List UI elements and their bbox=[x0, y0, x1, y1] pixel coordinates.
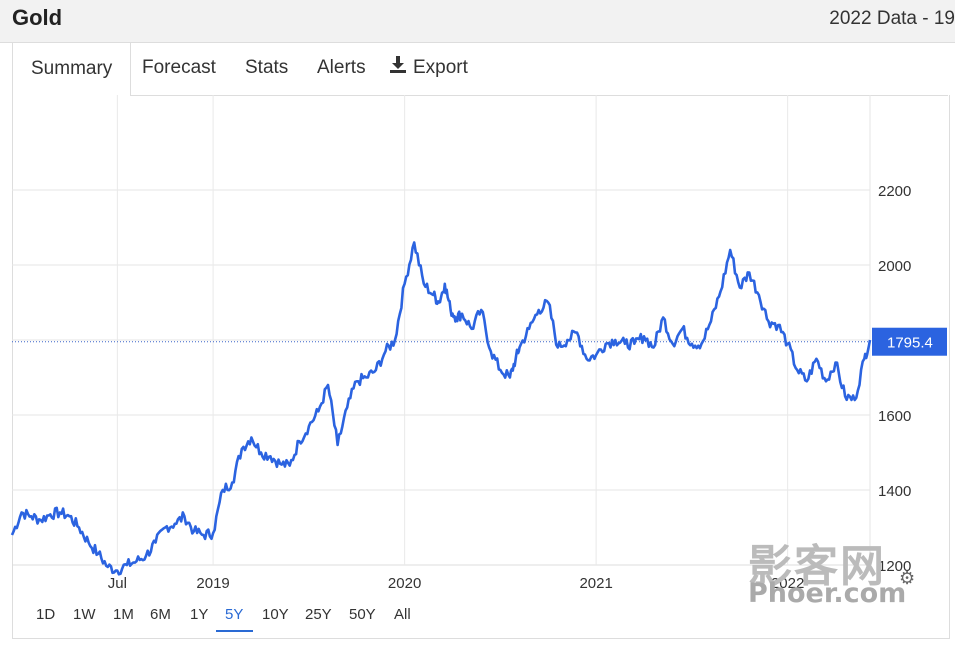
y-tick-label: 2200 bbox=[878, 183, 911, 200]
y-tick-label: 1400 bbox=[878, 483, 911, 500]
x-axis: Jul 2019 2020 2021 2022 bbox=[108, 575, 805, 592]
watermark-url: Phoer.com bbox=[748, 578, 907, 609]
range-5y[interactable]: 5Y bbox=[216, 606, 254, 632]
x-tick-label: 2021 bbox=[579, 575, 612, 592]
tab-stats[interactable]: Stats bbox=[245, 57, 289, 78]
range-1m[interactable]: 1M bbox=[113, 606, 134, 623]
page-subtitle: 2022 Data - 19 bbox=[829, 8, 955, 29]
price-chart[interactable]: 120014001600180020002200 Jul201920202021… bbox=[0, 0, 955, 600]
top-bar: Gold 2022 Data - 19 bbox=[0, 0, 955, 43]
y-tick-label: 1600 bbox=[878, 408, 911, 425]
download-icon bbox=[389, 42, 407, 94]
current-value-label: 1795.4 bbox=[887, 335, 933, 352]
tab-summary[interactable]: Summary bbox=[12, 42, 132, 96]
tab-export-label: Export bbox=[413, 57, 468, 79]
current-value-badge bbox=[872, 327, 947, 356]
range-25y[interactable]: 25Y bbox=[305, 606, 332, 623]
y-tick-label: 2000 bbox=[878, 258, 911, 275]
grid bbox=[12, 95, 871, 566]
range-50y[interactable]: 50Y bbox=[349, 606, 376, 623]
range-6m[interactable]: 6M bbox=[150, 606, 171, 623]
range-1w[interactable]: 1W bbox=[73, 606, 96, 623]
x-tick-label: 2020 bbox=[388, 575, 421, 592]
tab-forecast[interactable]: Forecast bbox=[142, 57, 216, 78]
tab-bar: Summary Forecast Stats Alerts Export bbox=[12, 42, 948, 96]
page-title: Gold bbox=[12, 5, 63, 30]
y-tick-label: 1200 bbox=[878, 558, 911, 575]
chart-panel bbox=[12, 95, 950, 639]
range-10y[interactable]: 10Y bbox=[262, 606, 289, 623]
tab-alerts[interactable]: Alerts bbox=[317, 57, 366, 78]
x-tick-label: 2022 bbox=[771, 575, 804, 592]
range-1d[interactable]: 1D bbox=[36, 606, 56, 623]
range-all[interactable]: All bbox=[394, 606, 411, 623]
range-1y[interactable]: 1Y bbox=[190, 606, 209, 623]
watermark-logo: 影客网 bbox=[748, 541, 886, 592]
series-line bbox=[10, 241, 872, 576]
x-tick-label: 2019 bbox=[196, 575, 229, 592]
gear-icon[interactable]: ⚙ bbox=[899, 568, 916, 588]
tab-export[interactable]: Export bbox=[389, 42, 468, 94]
x-tick-label: Jul bbox=[108, 575, 127, 592]
y-axis: 120014001600180020002200 bbox=[878, 183, 911, 575]
